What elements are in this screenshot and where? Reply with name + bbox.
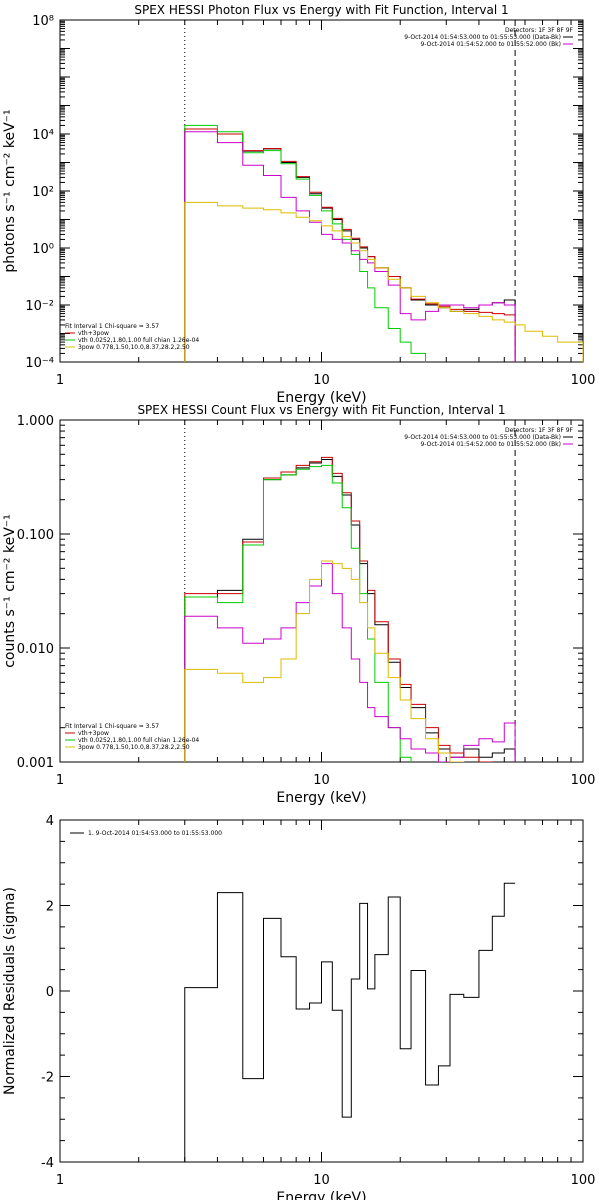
fit-legend-entry-label: vth+3pow <box>78 730 109 737</box>
fit-legend-header: Fit Interval 1 Chi-square = 3.57 <box>65 723 159 730</box>
chart-title: SPEX HESSI Count Flux vs Energy with Fit… <box>137 403 505 417</box>
series-data-bk-line <box>184 128 516 362</box>
y-tick-label: 1.000 <box>17 414 54 429</box>
series-bk-line <box>184 563 516 762</box>
x-tick-label: 100 <box>571 373 596 388</box>
series-3pow-line <box>184 560 465 762</box>
x-axis-label: Energy (keV) <box>276 1190 366 1200</box>
legend-entry-label: 9-Oct-2014 01:54:53.000 to 01:55:53.000 … <box>404 434 561 441</box>
y-tick-label: 0.100 <box>17 528 54 543</box>
series-vth-line <box>184 464 412 762</box>
y-tick-label: 10⁻² <box>25 299 54 314</box>
plot-frame <box>59 19 584 363</box>
x-axis-label: Energy (keV) <box>276 390 366 406</box>
y-tick-label: 10⁰ <box>32 242 54 257</box>
legend-entry-label: 9-Oct-2014 01:54:53.000 to 01:55:53.000 … <box>404 34 561 41</box>
fit-legend-entry-label: 3pow 0.778,1.50,10.0,8.37,28.2,2.50 <box>78 744 190 751</box>
y-tick-label: 10⁻⁴ <box>25 356 54 371</box>
y-axis-label: Normalized Residuals (sigma) <box>2 887 18 1095</box>
count-flux-panel: 1 10 100 0.001 0.010 0.100 1.000 Energy (keV) co… <box>2 403 595 806</box>
y-tick-label: 2 <box>46 900 54 915</box>
residuals-panel: 1 10 100 -4 -2 0 2 4 Energy (keV) Normalized Resi… <box>2 814 595 1200</box>
x-tick-label: 10 <box>313 773 330 788</box>
fit-legend-entry-label: vth 0.0252,1.80,1.00 full chian 1.26e-04 <box>78 737 199 744</box>
series-residuals-line <box>184 882 516 1162</box>
x-tick-label: 10 <box>313 373 330 388</box>
x-tick-label: 10 <box>313 1173 330 1188</box>
legend-entry-label: 1. 9-Oct-2014 01:54:53.000 to 01:55:53.0… <box>88 830 222 837</box>
y-tick-label: -4 <box>41 1156 54 1171</box>
y-axis-label: counts s⁻¹ cm⁻² keV⁻¹ <box>2 514 18 668</box>
fit-legend-header: Fit Interval 1 Chi-square = 3.57 <box>65 323 159 330</box>
series-vth-line <box>184 124 427 362</box>
y-tick-label: 10⁴ <box>32 128 54 143</box>
series-vth-3pow-line <box>184 128 516 362</box>
series-vth-3pow-line <box>184 456 493 762</box>
y-tick-label: 0 <box>46 985 54 1000</box>
fit-legend-entry-label: 3pow 0.778,1.50,10.0,8.37,28.2,2.50 <box>78 344 190 351</box>
x-tick-label: 1 <box>56 773 64 788</box>
series-bk-line <box>184 131 516 362</box>
photon-flux-panel: 1 10 100 10⁻⁴ 10⁻² 10⁰ 10² 10⁴ 10⁸ Energy (keV) ph… <box>2 3 595 406</box>
x-tick-label: 100 <box>571 1173 596 1188</box>
chart-title: SPEX HESSI Photon Flux vs Energy with Fi… <box>134 3 508 17</box>
x-tick-label: 100 <box>571 773 596 788</box>
legend-header: Detectors: 1F 3F 8F 9F <box>505 427 574 434</box>
fit-legend-entry-label: vth 0.0252,1.80,1.00 full chian 1.26e-04 <box>78 337 199 344</box>
y-tick-label: 10² <box>32 185 54 200</box>
y-tick-label: 10⁸ <box>32 14 54 29</box>
y-tick-label: 0.001 <box>17 756 54 771</box>
legend-header: Detectors: 1F 3F 8F 9F <box>505 27 574 34</box>
y-tick-label: 4 <box>46 814 54 829</box>
legend-entry-label: 9-Oct-2014 01:54:52.000 to 01:55:52.000 … <box>421 41 562 48</box>
y-tick-label: 0.010 <box>17 642 54 657</box>
fit-legend-entry-label: vth+3pow <box>78 330 109 337</box>
x-tick-label: 1 <box>56 1173 64 1188</box>
x-axis-label: Energy (keV) <box>276 790 366 806</box>
series-3pow-line <box>184 201 583 362</box>
y-axis-label: photons s⁻¹ cm⁻² keV⁻¹ <box>2 109 18 272</box>
series-data-bk-line <box>184 459 516 762</box>
x-tick-label: 1 <box>56 373 64 388</box>
plot-frame <box>59 419 584 763</box>
legend-entry-label: 9-Oct-2014 01:54:52.000 to 01:55:52.000 … <box>421 441 562 448</box>
y-tick-label: -2 <box>41 1071 54 1086</box>
